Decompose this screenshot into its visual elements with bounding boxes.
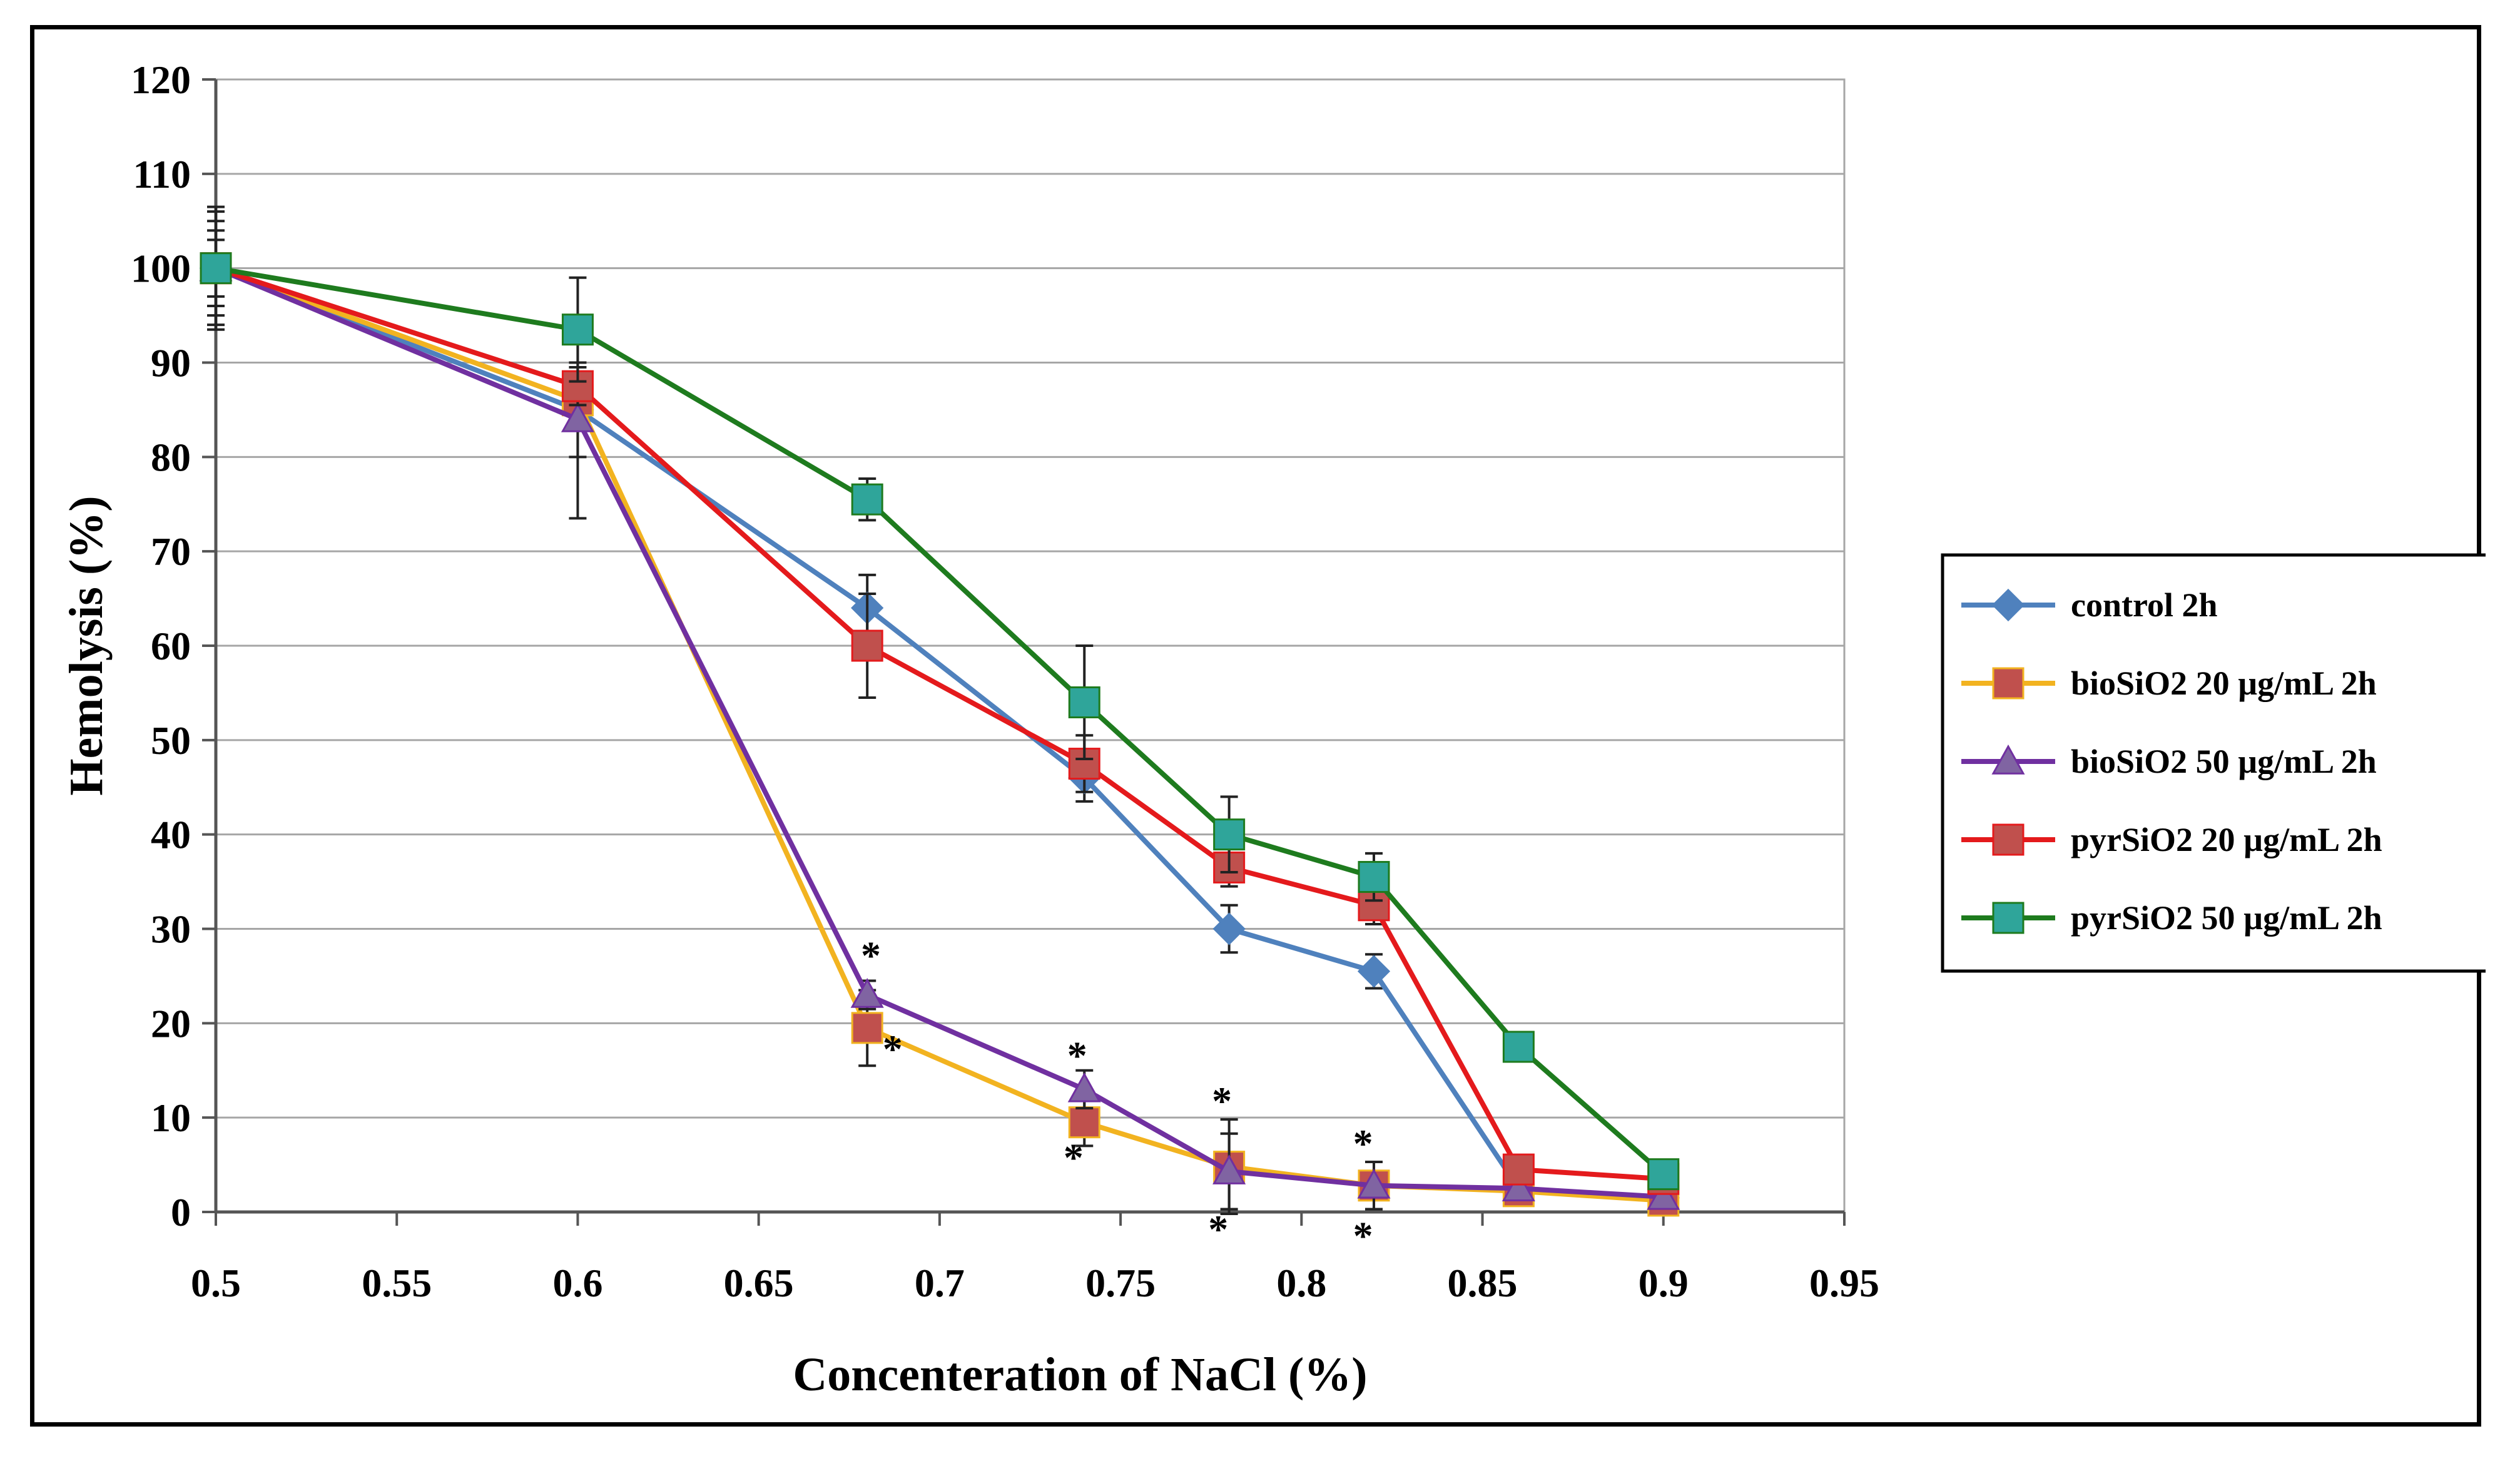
gridlines [216, 78, 1844, 1119]
y-tick-label: 20 [151, 1001, 191, 1046]
legend-entry: control 2h [1961, 586, 2218, 624]
significance-asterisk: * [1212, 1079, 1232, 1123]
x-tick-label: 0.6 [552, 1261, 602, 1305]
x-tick-label: 0.85 [1448, 1261, 1518, 1305]
significance-asterisk: * [1208, 1207, 1228, 1251]
markers [200, 252, 1680, 1191]
data-point [561, 402, 594, 432]
legend-marker [1991, 588, 2025, 622]
significance-asterisk: * [1353, 1214, 1373, 1258]
data-point [851, 483, 883, 516]
series-line [215, 265, 1665, 1176]
legend-label: control 2h [2071, 586, 2218, 624]
legend-entry: pyrSiO2 50 µg/mL 2h [1961, 899, 2382, 937]
data-point [1358, 861, 1390, 893]
x-tick-label: 0.5 [191, 1261, 241, 1305]
legend-marker [1991, 744, 2025, 775]
y-tick-label: 80 [151, 435, 191, 479]
tick-labels: 0 10 20 30 40 50 60 70 80 90 100 110 120 0.5 0.55 0.6 0.… [131, 58, 1879, 1305]
y-axis-title: Hemolysis (%) [60, 496, 113, 795]
significance-asterisk: * [1067, 1034, 1087, 1078]
x-tick-label: 0.7 [915, 1261, 965, 1305]
x-tick-label: 0.9 [1639, 1261, 1689, 1305]
data-point [1212, 912, 1246, 945]
hemolysis-line-chart: 0 10 20 30 40 50 60 70 80 90 100 110 120 0.5 0.55 0.6 0.… [60, 58, 2486, 1401]
data-point [200, 252, 232, 285]
x-axis-title: Concenteration of NaCl (%) [793, 1348, 1367, 1401]
data-point [1357, 955, 1391, 988]
legend-label: bioSiO2 20 µg/mL 2h [2071, 664, 2377, 702]
significance-asterisk: * [883, 1027, 903, 1071]
legend-label: pyrSiO2 50 µg/mL 2h [2071, 899, 2382, 937]
data-point [1068, 1106, 1100, 1139]
y-tick-label: 10 [151, 1096, 191, 1140]
data-point [1501, 1171, 1535, 1201]
legend-entry: bioSiO2 50 µg/mL 2h [1961, 743, 2377, 780]
data-point [561, 313, 594, 346]
legend-label: pyrSiO2 20 µg/mL 2h [2071, 821, 2382, 858]
legend-marker [1992, 902, 2025, 934]
y-tick-label: 30 [151, 907, 191, 952]
series-line [215, 265, 1664, 1182]
significance-asterisk: * [861, 934, 881, 978]
data-point [851, 1012, 883, 1044]
data-point [1358, 889, 1390, 922]
series-line [215, 265, 1664, 1201]
y-tick-label: 70 [151, 529, 191, 574]
data-point [851, 629, 883, 662]
y-tick-label: 50 [151, 718, 191, 763]
figure-frame: 0 10 20 30 40 50 60 70 80 90 100 110 120 0.5 0.55 0.6 0.… [30, 25, 2486, 1427]
data-point [1213, 818, 1246, 851]
data-point [1067, 1072, 1101, 1102]
data-point [1068, 748, 1100, 780]
significance-asterisk: * [1353, 1121, 1373, 1166]
data-point [850, 977, 884, 1008]
data-point [1502, 1153, 1535, 1186]
legend-marker [1992, 823, 2025, 856]
legend-label: bioSiO2 50 µg/mL 2h [2071, 743, 2377, 780]
series-line [215, 265, 1664, 1199]
x-tick-label: 0.55 [362, 1261, 432, 1305]
data-point [1502, 1031, 1535, 1063]
legend-marker [1992, 667, 2025, 700]
legend-entry: pyrSiO2 20 µg/mL 2h [1961, 821, 2382, 858]
series-group [199, 205, 1680, 1217]
y-tick-label: 110 [133, 152, 191, 196]
legend-entry: bioSiO2 20 µg/mL 2h [1961, 664, 2377, 702]
data-point [1212, 1154, 1246, 1184]
y-tick-label: 40 [151, 813, 191, 857]
y-tick-label: 100 [131, 247, 191, 291]
series-5 [200, 205, 1680, 1191]
significance-asterisk: * [1064, 1136, 1084, 1180]
y-tick-label: 0 [171, 1190, 191, 1234]
x-tick-label: 0.65 [724, 1261, 794, 1305]
data-point [1647, 1179, 1680, 1210]
x-tick-label: 0.75 [1085, 1261, 1156, 1305]
y-tick-label: 90 [151, 341, 191, 385]
legend: control 2h bioSiO2 20 µg/mL 2h bioSiO2 50 … [1941, 553, 2486, 973]
data-point [1068, 686, 1100, 718]
data-point [1647, 1158, 1680, 1191]
y-tick-label: 120 [131, 58, 191, 102]
x-tick-label: 0.8 [1276, 1261, 1326, 1305]
data-point [1357, 1168, 1391, 1199]
significance-annotations: * * * * * * * * [861, 934, 1373, 1258]
x-tick-label: 0.95 [1809, 1261, 1879, 1305]
y-tick-label: 60 [151, 624, 191, 668]
